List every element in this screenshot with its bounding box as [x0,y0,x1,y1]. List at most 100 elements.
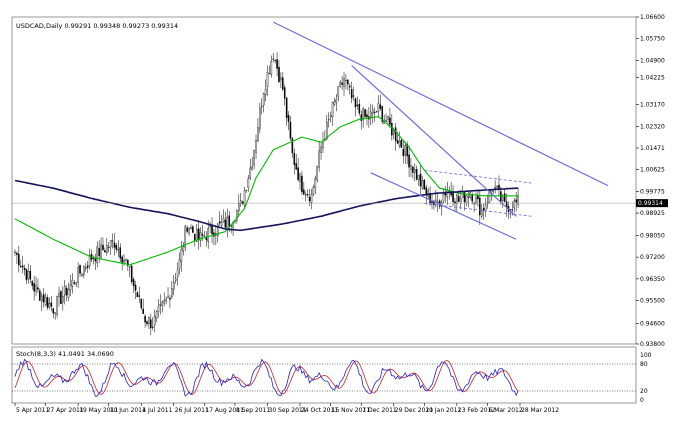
candle-body [88,255,91,266]
candle-body [335,99,338,103]
candle-body [364,109,366,117]
candle-body [326,121,328,140]
candle-body [327,119,330,121]
candle-body [194,234,196,241]
candle-body [322,141,324,149]
candle-body [35,285,37,292]
candle-body [205,237,208,241]
candle-body [125,259,127,261]
candle-body [456,194,458,204]
candle-body [436,201,439,203]
candle-body [475,197,477,204]
candle-body [21,265,24,268]
candle-body [132,279,135,286]
candle-body [257,127,259,141]
candle-body [366,114,368,118]
candle-body [52,308,55,314]
time-tick-label: 29 Dec 2011 [395,407,434,414]
candle-body [211,224,213,235]
candle-body [410,165,412,170]
candle-body [178,259,181,269]
candle-body [195,228,198,242]
candle-body [255,140,257,153]
trendline [272,21,609,187]
candle-body [283,87,286,99]
candle-body [370,111,372,118]
candle-body [148,317,150,325]
candle-body [153,316,156,326]
candle-body [176,269,179,278]
candle-body [140,298,143,309]
candle-body [83,266,85,276]
candle-body [348,85,351,88]
candle-body [109,240,112,248]
candle-body [182,246,185,252]
candle-body [385,120,387,122]
time-tick-label: 27 Apr 2011 [47,407,84,414]
candle-body [394,127,397,142]
trendline [424,203,532,217]
candle-body [387,116,389,120]
candle-body [144,315,146,323]
stochastic-signal-line [14,360,519,395]
candle-body [174,278,177,281]
candle-body [138,295,141,297]
candle-body [115,244,118,250]
candle-body [134,284,137,291]
candle-body [515,199,517,203]
candle-body [155,311,158,319]
candle-body [142,308,144,314]
stochastic-tick-label: 80 [640,361,648,368]
candle-body [25,269,28,281]
candle-body [226,217,229,230]
price-tick-label: 1.05750 [640,36,665,43]
moving-average-line [14,179,519,232]
time-tick-label: 13 Feb 2012 [458,407,496,414]
candle-body [33,283,35,292]
candle-body [136,292,139,298]
candle-body [113,242,116,248]
candle-body [128,266,131,268]
candle-body [341,82,343,85]
price-tick-label: 0.97200 [640,254,665,261]
candle-body [414,168,416,173]
candle-body [304,194,307,196]
candle-body [161,301,164,306]
candle-body [270,61,273,75]
candle-body [94,258,97,262]
candle-body [293,153,296,165]
time-tick-label: 26 Jul 2011 [175,407,209,414]
candles [14,52,519,336]
candle-body [117,249,120,251]
candle-body [312,186,315,195]
candle-body [48,303,51,308]
price-tick-label: 0.93800 [640,341,665,348]
candle-body [274,60,276,62]
candle-body [69,284,72,291]
candle-body [469,192,472,198]
candle-body [220,222,223,226]
candle-body [37,287,39,290]
candle-body [159,304,162,306]
candle-body [218,221,221,224]
candle-body [417,175,420,181]
time-tick-label: 10 Jun 2011 [110,407,146,414]
candle-body [241,201,244,205]
candle-body [352,95,355,97]
candle-body [46,297,49,308]
candle-body [502,195,504,201]
candle-body [377,102,380,112]
price-tick-label: 0.98925 [640,210,665,217]
candle-body [123,259,125,263]
price-tick-label: 1.00625 [640,167,665,174]
current-price-box [636,199,668,208]
candle-body [243,190,246,206]
candle-body [264,88,267,96]
candle-body [297,167,299,181]
candle-body [81,273,83,276]
candle-body [180,248,183,262]
candle-body [406,143,408,157]
candle-body [396,140,399,144]
candle-body [412,166,414,173]
